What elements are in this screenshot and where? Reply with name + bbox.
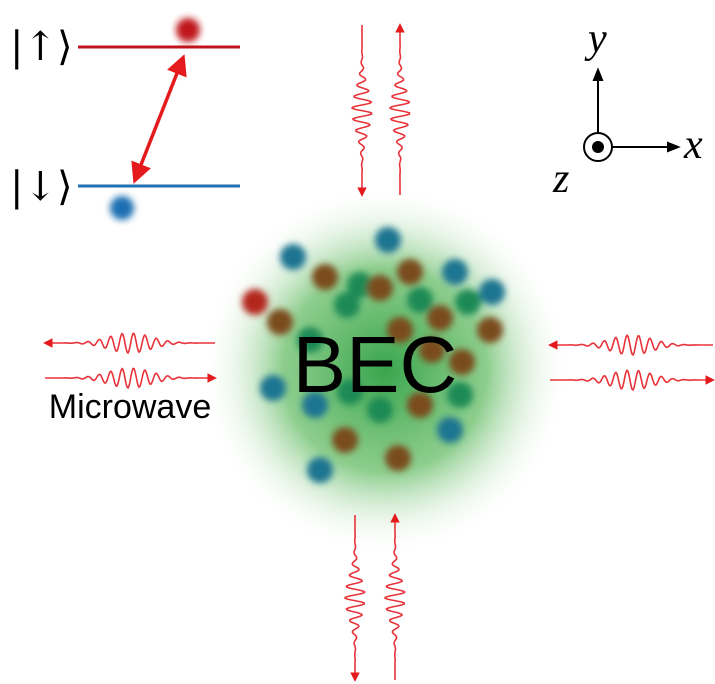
bec-label: BEC xyxy=(293,320,458,409)
atom xyxy=(437,417,463,443)
ground-atom xyxy=(110,196,134,220)
wave-packet xyxy=(550,335,713,355)
wave-packet xyxy=(390,25,409,195)
microwave-label: Microwave xyxy=(49,388,211,426)
excited-atom xyxy=(176,18,200,42)
atom xyxy=(397,259,423,285)
wave-packet xyxy=(550,370,713,390)
transition-arrow xyxy=(135,58,183,180)
atom xyxy=(260,375,286,401)
z-axis-dot xyxy=(592,141,604,153)
atom xyxy=(307,457,333,483)
atom xyxy=(367,275,393,301)
atom xyxy=(375,227,401,253)
z-axis-label: z xyxy=(552,156,569,202)
wave-packet xyxy=(352,25,371,195)
wave-packet xyxy=(45,334,215,353)
x-axis-label: x xyxy=(683,122,703,168)
down-state-label: |↓⟩ xyxy=(10,164,73,210)
atom xyxy=(267,309,293,335)
atom xyxy=(312,264,338,290)
wave-packet xyxy=(45,369,215,388)
atom xyxy=(242,289,268,315)
atom xyxy=(332,427,358,453)
atom xyxy=(442,259,468,285)
atom xyxy=(455,289,481,315)
diagram: |↑⟩ |↓⟩ y x z BEC Microwave xyxy=(0,0,715,684)
atom xyxy=(385,445,411,471)
y-axis-label: y xyxy=(584,16,607,62)
atom xyxy=(479,279,505,305)
atom xyxy=(280,244,306,270)
atom xyxy=(407,287,433,313)
atom xyxy=(334,292,360,318)
up-state-label: |↑⟩ xyxy=(10,24,73,70)
atom xyxy=(477,317,503,343)
